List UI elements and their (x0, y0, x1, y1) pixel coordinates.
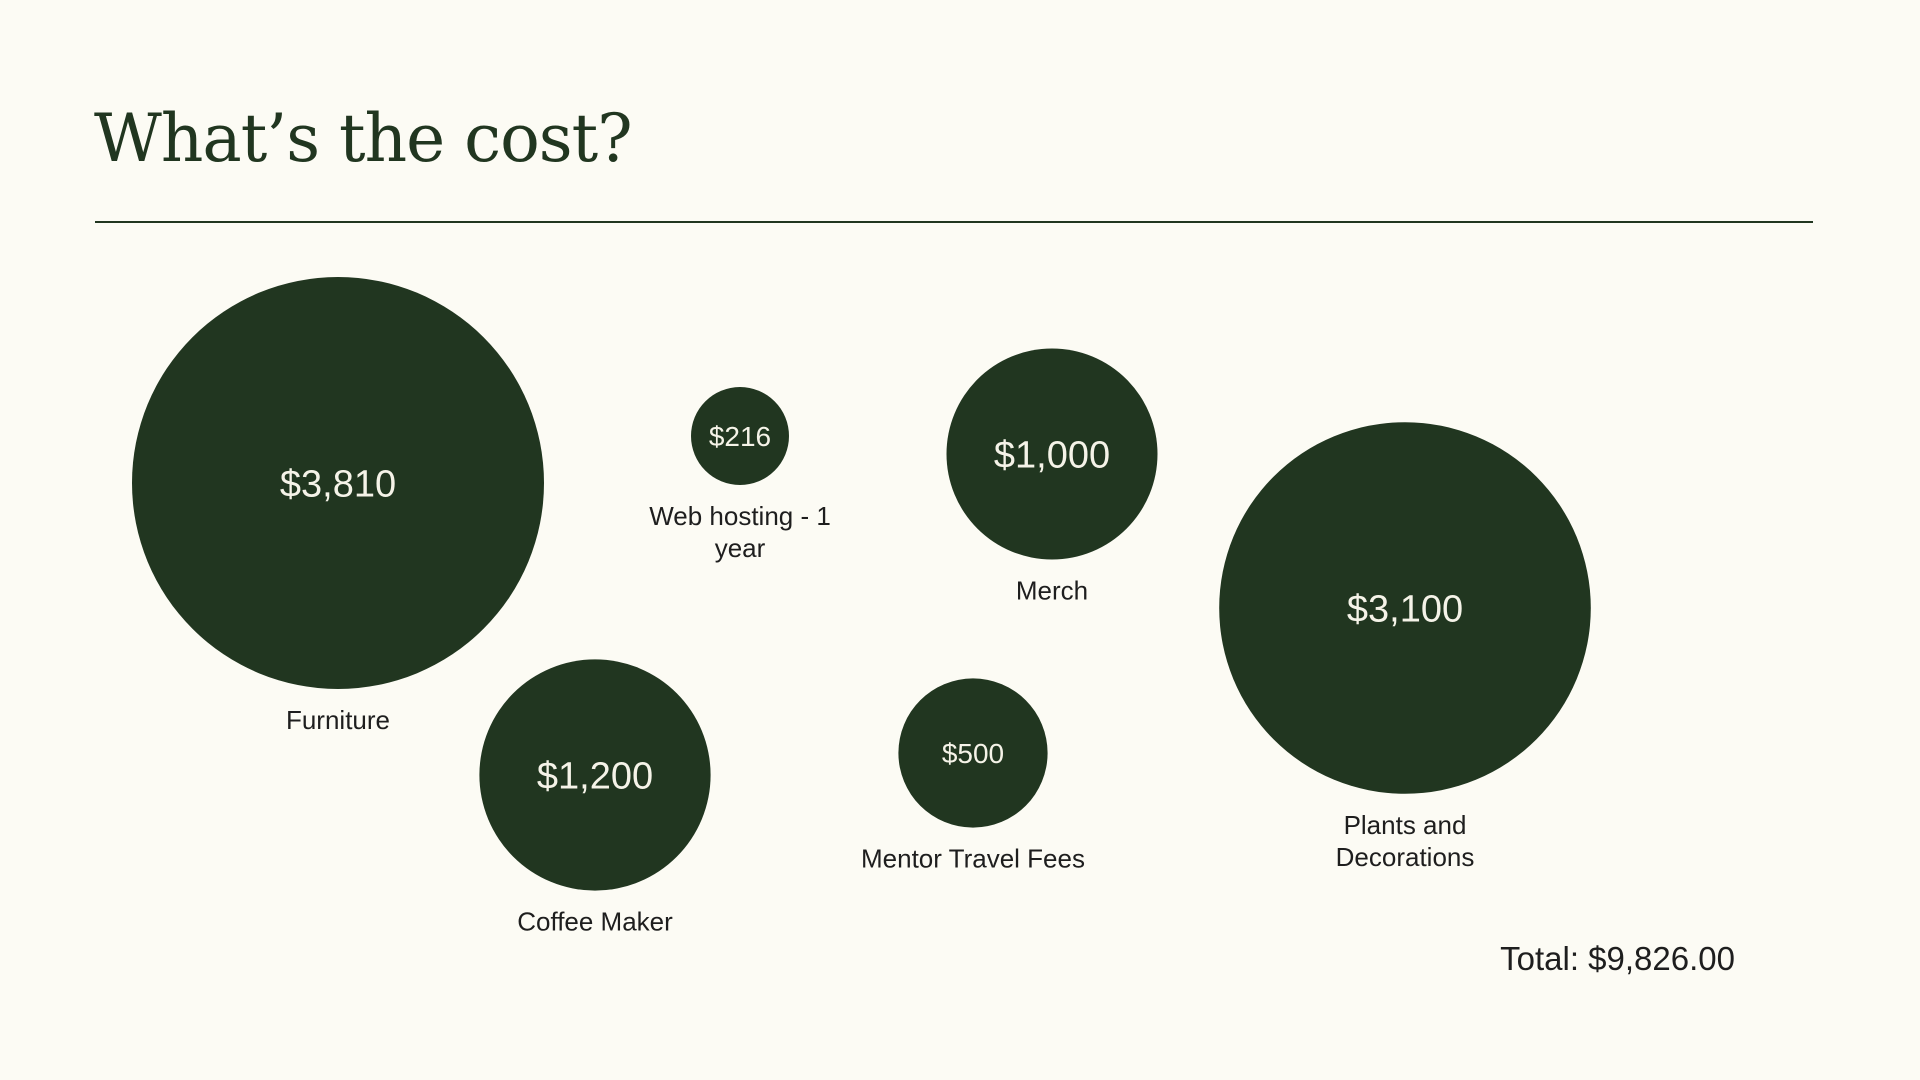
bubble-value-merch: $1,000 (994, 434, 1110, 476)
bubble-circle-mentor-travel-fees (898, 678, 1048, 828)
slide-title: What’s the cost? (94, 100, 633, 177)
bubble-label-coffee-maker: Coffee Maker (517, 907, 673, 937)
bubble-label-merch: Merch (1016, 576, 1088, 606)
bubble-circle-merch (946, 348, 1158, 560)
bubble-label-plants-and-decorations: Plants and Decorations (1336, 810, 1475, 872)
bubble-value-furniture: $3,810 (280, 463, 396, 505)
total-cost: Total: $9,826.00 (1500, 940, 1735, 977)
bubble-circle-coffee-maker (479, 659, 711, 891)
bubble-mentor-travel-fees: $500 Mentor Travel Fees (861, 678, 1085, 874)
bubble-coffee-maker: $1,200 Coffee Maker (479, 659, 711, 937)
bubble-plants-and-decorations: $3,100 Plants and Decorations (1219, 422, 1591, 872)
bubble-value-plants-and-decorations: $3,100 (1347, 588, 1463, 630)
bubble-label-web-hosting-1-year: Web hosting - 1 year (649, 501, 831, 563)
title-divider (95, 221, 1813, 223)
bubble-value-coffee-maker: $1,200 (537, 755, 653, 797)
bubble-value-web-hosting-1-year: $216 (709, 421, 771, 452)
bubble-label-furniture: Furniture (286, 705, 390, 735)
bubble-label-mentor-travel-fees: Mentor Travel Fees (861, 844, 1085, 874)
bubble-circle-web-hosting-1-year (691, 387, 789, 485)
bubble-merch: $1,000 Merch (946, 348, 1158, 606)
bubble-web-hosting-1-year: $216 Web hosting - 1 year (649, 387, 831, 563)
bubble-furniture: $3,810 Furniture (132, 277, 544, 735)
bubble-circle-plants-and-decorations (1219, 422, 1591, 794)
bubble-circle-furniture (132, 277, 544, 689)
bubble-value-mentor-travel-fees: $500 (942, 738, 1004, 769)
